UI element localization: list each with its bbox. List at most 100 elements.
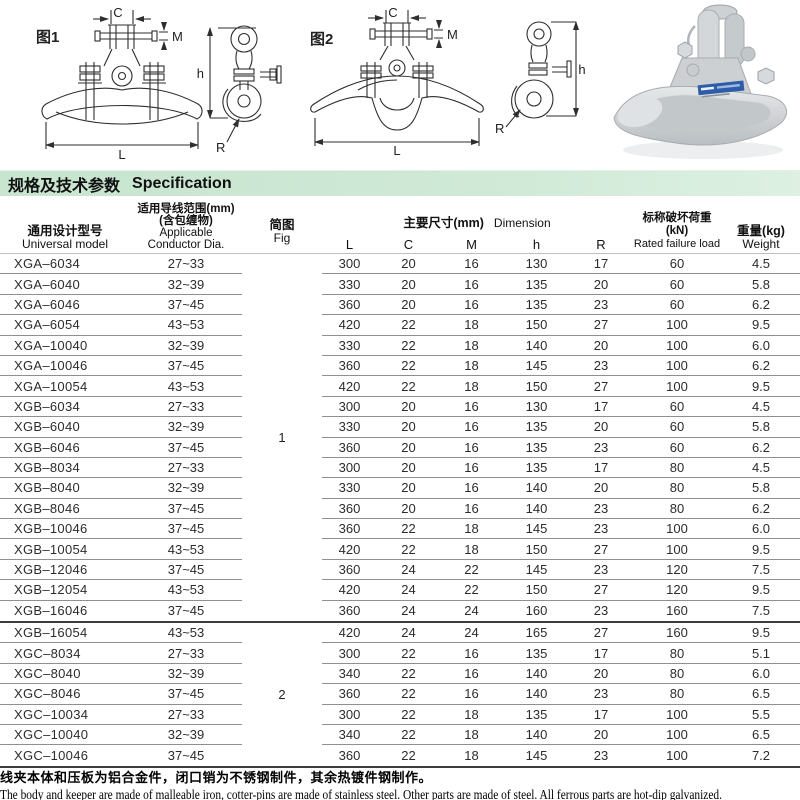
cell-L: 420: [322, 376, 377, 397]
cell-L: 300: [322, 254, 377, 275]
drawings-strip: 图1 C M h R L: [0, 0, 800, 168]
table-row: XGB–8040 32~39 330 20 16 140 20 80 5.8: [0, 478, 800, 499]
fig1-row-group: XGA–6034 27~33 300 20 16 130 17 60 4.5 X…: [0, 254, 800, 624]
cell-L: 360: [322, 499, 377, 520]
cell-rated-load: 60: [632, 254, 722, 275]
cell-M: 24: [464, 603, 479, 619]
table-row: XGB–8034 27~33 300 20 16 135 17 80 4.5: [0, 458, 800, 479]
cell-rated-load: 100: [632, 539, 722, 560]
cell-rated-load: 60: [632, 438, 722, 458]
cell-model: XGC–8046: [0, 684, 130, 705]
cell-conductor-dia: 32~39: [130, 336, 242, 356]
cell-model: XGA–10054: [0, 376, 130, 397]
table-row: XGC–8040 32~39 340 22 16 140 20 80 6.0: [0, 664, 800, 685]
header-col-L: L: [345, 237, 354, 252]
cell-weight: 4.5: [722, 254, 800, 275]
table-row: XGB–6040 32~39 330 20 16 135 20 60 5.8: [0, 417, 800, 438]
dim-label-r: R: [495, 121, 504, 136]
cell-C: 24: [377, 580, 440, 601]
cell-conductor-dia: 43~53: [130, 315, 242, 336]
cell-conductor-dia: 43~53: [130, 376, 242, 397]
product-photo: [613, 4, 787, 159]
cell-C: 20: [377, 499, 440, 520]
cell-L: 360: [322, 560, 377, 581]
cell-M: 16: [440, 417, 503, 438]
table-row: XGB–8046 37~45 360 20 16 140 23 80 6.2: [0, 499, 800, 520]
cell-conductor-dia: 27~33: [130, 254, 242, 275]
cell-R: 20: [570, 478, 632, 499]
cell-weight: 6.5: [722, 684, 800, 705]
cell-R: 17: [570, 397, 632, 418]
cell-L: 340: [322, 664, 377, 685]
header-fig: 简图 Fig: [269, 217, 295, 245]
cell-M: 24: [440, 623, 503, 644]
header-model: 通用设计型号 Universal model: [21, 224, 109, 251]
cell-R: 27: [570, 623, 632, 644]
cell-L: 300: [322, 705, 377, 725]
cell-M: 22: [440, 580, 503, 601]
cell-conductor-dia: 27~33: [130, 705, 242, 725]
dim-label-m: M: [172, 29, 183, 44]
cell-rated-load: 60: [632, 397, 722, 418]
cell-conductor-dia: 37~45: [130, 560, 242, 581]
cell-weight: 6.2: [722, 356, 800, 377]
cell-M: 18: [440, 725, 503, 746]
cell-h: 165: [503, 623, 570, 644]
cell-model: XGC–8034: [0, 643, 130, 664]
dim-label-h: h: [578, 62, 585, 77]
cell-C: 22: [377, 376, 440, 397]
cell-R: 27: [570, 315, 632, 336]
fig2-row-group: XGB–16054 43~53 420 24 24 165 27 160 9.5…: [0, 623, 800, 768]
cell-conductor-dia: 37~45: [130, 438, 242, 458]
cell-h: 150: [503, 580, 570, 601]
cell-M: 18: [440, 336, 503, 356]
cell-conductor-dia: 37~45: [130, 684, 242, 705]
cell-h: 150: [503, 376, 570, 397]
cell-weight: 7.2: [751, 748, 771, 764]
cell-R: 23: [593, 603, 609, 619]
cell-R: 23: [570, 560, 632, 581]
cell-conductor-dia: 32~39: [130, 274, 242, 295]
cell-h: 135: [503, 643, 570, 664]
cell-h: 130: [503, 254, 570, 275]
cell-rated-load: 100: [632, 725, 722, 746]
cell-weight: 6.2: [722, 499, 800, 520]
cell-rated-load: 80: [632, 499, 722, 520]
header-col-R: R: [596, 237, 606, 252]
cell-R: 23: [570, 499, 632, 520]
cell-R: 17: [570, 705, 632, 725]
table-row: XGA–6046 37~45 360 20 16 135 23 60 6.2: [0, 295, 800, 316]
cell-model: XGB–6034: [0, 397, 130, 418]
cell-weight: 5.8: [722, 478, 800, 499]
cell-R: 27: [570, 376, 632, 397]
cell-C: 22: [377, 643, 440, 664]
fig-number: 1: [278, 430, 286, 446]
figure-1-label: 图1: [36, 29, 59, 46]
cell-model: XGA–6034: [0, 254, 130, 275]
cell-L: 360: [338, 748, 361, 764]
cell-L: 420: [322, 315, 377, 336]
cell-model: XGB–8040: [0, 478, 130, 499]
cell-h: 135: [503, 438, 570, 458]
cell-C: 22: [377, 664, 440, 685]
cell-rated-load: 160: [666, 603, 688, 619]
table-row: XGB–10046 37~45 360 22 18 145 23 100 6.0: [0, 519, 800, 540]
footnote: 线夹本体和压板为铝合金件，闭口销为不锈钢制件，其余热镀件钢制作。 The bod…: [0, 768, 800, 800]
cell-R: 17: [570, 254, 632, 275]
cell-weight: 6.0: [722, 664, 800, 685]
cell-model: XGC–10034: [0, 705, 130, 725]
cell-conductor-dia: 32~39: [130, 664, 242, 685]
cell-model: XGA–6040: [0, 274, 130, 295]
cell-L: 300: [322, 643, 377, 664]
cell-model: XGA–10040: [0, 336, 130, 356]
cell-model: XGB–6046: [0, 438, 130, 458]
cell-weight: 9.5: [722, 315, 800, 336]
cell-h: 140: [503, 664, 570, 685]
cell-rated-load: 100: [632, 376, 722, 397]
cell-weight: 5.8: [722, 417, 800, 438]
cell-model: XGB–16046: [14, 603, 88, 619]
dim-label-h: h: [197, 66, 204, 81]
cell-C: 24: [377, 623, 440, 644]
cell-M: 18: [440, 376, 503, 397]
